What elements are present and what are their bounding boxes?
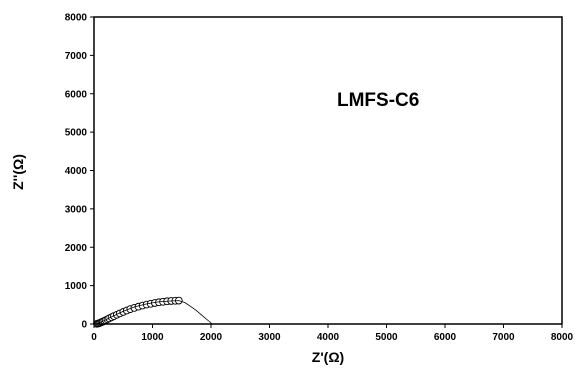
y-tick-label: 3000 [65, 204, 88, 215]
x-tick-label: 7000 [492, 332, 515, 343]
x-axis-title: Z'(Ω) [312, 349, 344, 365]
x-tick-label: 5000 [375, 332, 398, 343]
y-tick-label: 4000 [65, 166, 88, 177]
plot-frame [93, 16, 563, 325]
sample-label: LMFS-C6 [337, 90, 419, 111]
x-tick-label: 8000 [551, 332, 574, 343]
x-tick-label: 1000 [141, 332, 164, 343]
y-tick-label: 8000 [65, 13, 88, 24]
x-tick-label: 2000 [200, 332, 223, 343]
y-tick-label: 6000 [65, 89, 88, 100]
x-tick-label: 3000 [258, 332, 281, 343]
y-axis-title: Z''(Ω) [10, 154, 26, 190]
y-tick-label: 2000 [65, 243, 88, 254]
fit-curve-line [96, 300, 213, 325]
y-tick-label: 1000 [65, 281, 88, 292]
y-tick-label: 7000 [65, 51, 88, 62]
x-tick-label: 6000 [434, 332, 457, 343]
y-tick-label: 5000 [65, 128, 88, 139]
x-tick-label: 4000 [317, 332, 340, 343]
x-tick-label: 0 [91, 332, 97, 343]
y-tick-label: 0 [81, 320, 87, 331]
